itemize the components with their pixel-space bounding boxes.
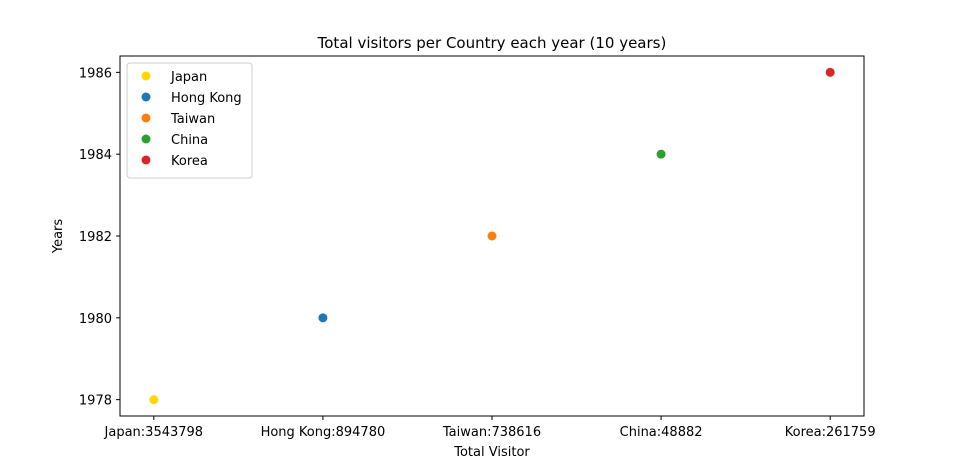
x-tick-label: Taiwan:738616 <box>442 425 541 440</box>
x-axis-ticks: Japan:3543798 Hong Kong:894780 Taiwan:7386… <box>104 416 876 440</box>
legend-marker <box>141 113 151 123</box>
legend-label: Korea <box>171 154 208 169</box>
x-tick-label: Hong Kong:894780 <box>261 425 386 440</box>
x-axis-label: Total Visitor <box>453 445 530 460</box>
x-tick-label: Korea:261759 <box>785 425 876 440</box>
y-tick-label: 1980 <box>79 312 112 327</box>
legend-marker <box>141 71 151 81</box>
legend-label: China <box>171 133 208 148</box>
legend-label: Japan <box>170 70 207 85</box>
legend: Japan Hong Kong Taiwan China Korea <box>126 62 253 179</box>
legend-box <box>126 62 253 179</box>
legend-label: Hong Kong <box>171 91 242 106</box>
data-points <box>149 67 835 405</box>
y-axis-ticks: 1978 1980 1982 1984 1986 <box>79 66 120 409</box>
x-tick-label: Japan:3543798 <box>104 425 204 440</box>
legend-marker <box>141 92 151 102</box>
legend-marker <box>141 155 151 165</box>
y-tick-label: 1984 <box>79 148 112 163</box>
data-point <box>318 313 328 323</box>
y-tick-label: 1986 <box>79 66 112 81</box>
legend-label: Taiwan <box>170 112 215 127</box>
legend-marker <box>141 134 151 144</box>
x-tick-label: China:48882 <box>620 425 703 440</box>
data-point <box>825 67 835 77</box>
y-tick-label: 1978 <box>79 394 112 409</box>
y-tick-label: 1982 <box>79 230 112 245</box>
y-axis-label: Years <box>51 219 66 255</box>
data-point <box>656 149 666 159</box>
chart-title: Total visitors per Country each year (10… <box>317 34 667 52</box>
data-point <box>487 231 497 241</box>
plot-frame <box>119 55 865 417</box>
data-point <box>149 395 159 405</box>
